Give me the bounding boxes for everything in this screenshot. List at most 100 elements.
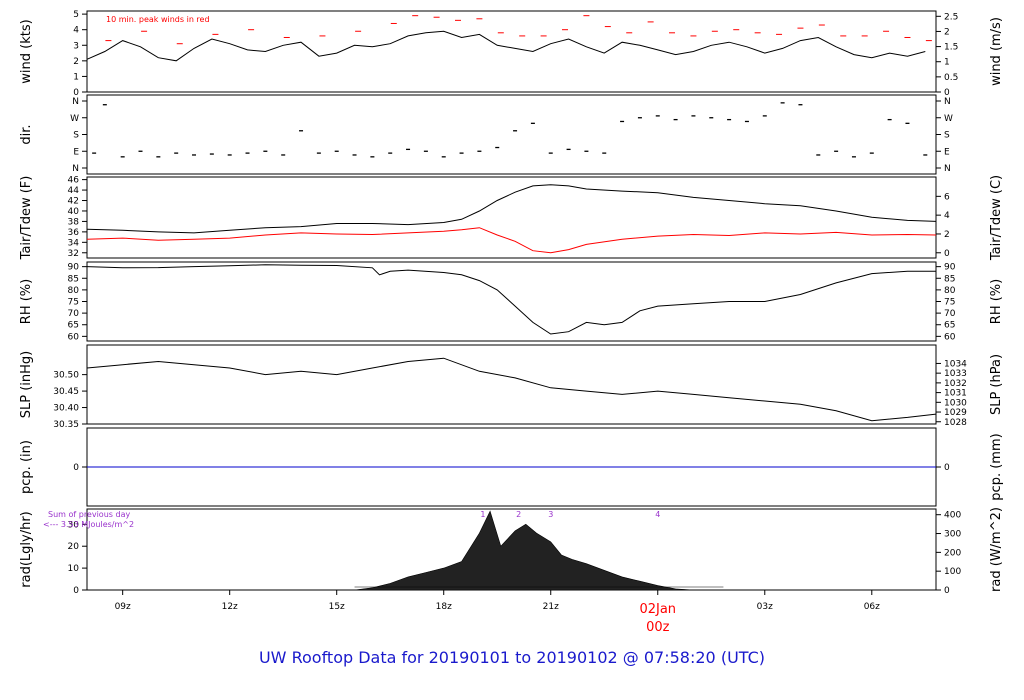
radiation-marker-4: 4	[655, 510, 660, 519]
rh-right-tick-label: 60	[944, 332, 956, 342]
radiation-area	[354, 510, 694, 591]
slp-right-tick-label: 1033	[944, 369, 967, 379]
chart-title: UW Rooftop Data for 20190101 to 20190102…	[258, 648, 766, 667]
precip-ylabel: pcp. (in)	[19, 440, 34, 494]
day-hour-label: 00z	[646, 620, 670, 635]
rh-ylabel: RH (%)	[19, 279, 34, 324]
precip-ylabel-right: pcp. (mm)	[989, 433, 1004, 500]
slp-right-tick-label: 1028	[944, 418, 967, 428]
meteogram-chart: wind (kts) wind (m/s)01234500.511.522.510…	[19, 10, 1004, 635]
slp-right-tick-label: 1030	[944, 398, 967, 408]
wind-left-tick-label: 3	[73, 41, 79, 51]
direction-left-tick-label: W	[70, 114, 79, 124]
wind-right-tick-label: 1.5	[944, 43, 958, 53]
direction-left-tick-label: N	[72, 164, 79, 174]
temperature-right-tick-label: 4	[944, 211, 950, 221]
slp-left-tick-label: 30.35	[53, 420, 79, 430]
direction-right-tick-label: N	[944, 97, 951, 107]
radiation-marker-1: 1	[480, 510, 485, 519]
precip-left-tick-label: 0	[73, 463, 79, 473]
direction-right-tick-label: W	[944, 114, 953, 124]
rh-left-tick-label: 65	[68, 321, 79, 331]
wind-panel-frame	[86, 10, 937, 93]
day-label: 02Jan	[639, 602, 676, 617]
slp-left-tick-label: 30.45	[53, 387, 79, 397]
radiation-left-tick-label: 10	[68, 564, 80, 574]
radiation-right-tick-label: 100	[944, 567, 961, 577]
rh-right-tick-label: 80	[944, 286, 956, 296]
temperature-left-tick-label: 38	[68, 217, 80, 227]
direction-right-tick-label: S	[944, 131, 950, 141]
slp-left-tick-label: 30.40	[53, 404, 79, 414]
time-tick-label: 12z	[222, 602, 238, 612]
rh-left-tick-label: 85	[68, 274, 79, 284]
direction-left-tick-label: E	[73, 147, 79, 157]
radiation-note-line1: Sum of previous day	[48, 510, 130, 519]
wind-right-tick-label: 2	[944, 27, 950, 37]
time-tick-label: 09z	[115, 602, 131, 612]
wind-left-tick-label: 2	[73, 57, 79, 67]
time-tick-label: 21z	[543, 602, 559, 612]
wind-left-tick-label: 1	[73, 72, 79, 82]
time-tick-label: 03z	[757, 602, 773, 612]
wind-left-tick-label: 4	[73, 26, 79, 36]
wind-right-tick-label: 0.5	[944, 73, 958, 83]
wind-left-tick-label: 5	[73, 10, 79, 20]
time-tick-label: 06z	[864, 602, 880, 612]
direction-left-tick-label: S	[73, 131, 79, 141]
direction-right-tick-label: N	[944, 164, 951, 174]
slp-left-tick-label: 30.50	[53, 371, 79, 381]
rh-panel-frame	[86, 261, 937, 342]
radiation-left-tick-label: 0	[73, 586, 79, 596]
temperature-right-tick-label: 2	[944, 230, 950, 240]
temperature-left-tick-label: 46	[68, 176, 80, 186]
time-tick-label: 15z	[329, 602, 345, 612]
rh-right-tick-label: 90	[944, 263, 956, 273]
direction-right-tick-label: E	[944, 147, 950, 157]
wind-ylabel-right: wind (m/s)	[989, 17, 1004, 86]
slp-right-tick-label: 1034	[944, 359, 967, 369]
radiation-right-tick-label: 400	[944, 511, 961, 521]
slp-right-tick-label: 1029	[944, 408, 967, 418]
direction-left-tick-label: N	[72, 97, 79, 107]
wind-ylabel: wind (kts)	[19, 19, 34, 83]
temperature-ylabel: Tair/Tdew (F)	[19, 176, 34, 261]
radiation-marker-2: 2	[516, 510, 521, 519]
rh-left-tick-label: 90	[68, 263, 80, 273]
temperature-left-tick-label: 34	[68, 238, 80, 248]
wind-speed-line	[86, 30, 926, 62]
radiation-right-tick-label: 300	[944, 530, 961, 540]
radiation-note-line2: <--- 3.53 MJoules/m^2	[43, 520, 134, 529]
rh-left-tick-label: 75	[68, 298, 79, 308]
radiation-right-tick-label: 0	[944, 586, 950, 596]
rh-right-tick-label: 65	[944, 321, 955, 331]
air-temperature-line	[86, 184, 937, 234]
radiation-right-tick-label: 200	[944, 548, 961, 558]
slp-panel-frame	[86, 344, 937, 425]
rh-left-tick-label: 70	[68, 309, 80, 319]
slp-line	[86, 357, 937, 422]
direction-ylabel: dir.	[19, 124, 34, 144]
slp-ylabel: SLP (inHg)	[19, 351, 34, 419]
temperature-left-tick-label: 36	[68, 228, 80, 238]
precip-right-tick-label: 0	[944, 463, 950, 473]
radiation-left-tick-label: 20	[68, 542, 80, 552]
wind-peak-annotation: 10 min. peak winds in red	[106, 15, 210, 24]
wind-left-tick-label: 0	[73, 88, 79, 98]
radiation-left-tick-label: 30	[68, 520, 80, 530]
dewpoint-line	[86, 227, 937, 254]
temperature-panel-frame	[86, 176, 937, 259]
rh-left-tick-label: 60	[68, 332, 80, 342]
slp-ylabel-right: SLP (hPa)	[989, 354, 1004, 415]
rh-right-tick-label: 70	[944, 309, 956, 319]
rh-left-tick-label: 80	[68, 286, 80, 296]
temperature-left-tick-label: 32	[68, 249, 79, 259]
radiation-ylabel-right: rad (W/m^2)	[989, 507, 1004, 592]
rh-right-tick-label: 85	[944, 274, 955, 284]
temperature-right-tick-label: 0	[944, 249, 950, 259]
wind-right-tick-label: 1	[944, 58, 950, 68]
wind-right-tick-label: 2.5	[944, 12, 958, 22]
direction-panel-frame	[86, 94, 937, 175]
temperature-left-tick-label: 40	[68, 207, 80, 217]
temperature-right-tick-label: 6	[944, 192, 950, 202]
